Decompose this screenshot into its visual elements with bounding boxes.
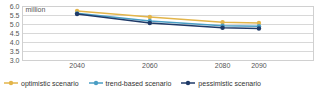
svg-text:2090: 2090: [251, 62, 267, 69]
svg-text:4.0: 4.0: [10, 39, 20, 46]
html-text:pessimistic scenario: pessimistic scenario: [198, 79, 261, 87]
svg-text:5.0: 5.0: [10, 21, 20, 28]
svg-text:4.5: 4.5: [10, 30, 20, 37]
html-text:trend-based scenario: trend-based scenario: [105, 79, 172, 87]
svg-text:2060: 2060: [142, 62, 158, 69]
svg-text:3.5: 3.5: [10, 48, 20, 55]
svg-text:million: million: [26, 6, 46, 13]
svg-text:2080: 2080: [215, 62, 231, 69]
svg-text:6.0: 6.0: [10, 3, 20, 10]
svg-text:3.0: 3.0: [10, 57, 20, 64]
svg-text:5.5: 5.5: [10, 12, 20, 19]
html-text:optimistic scenario: optimistic scenario: [21, 79, 79, 87]
svg-text:2040: 2040: [69, 62, 85, 69]
